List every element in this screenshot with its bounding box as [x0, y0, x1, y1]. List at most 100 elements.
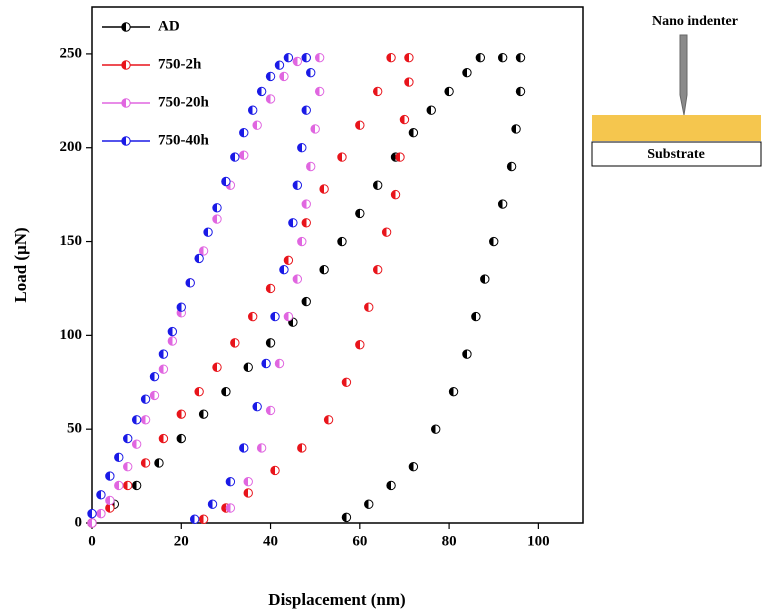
- data-point: [355, 208, 365, 219]
- data-point: [230, 152, 240, 162]
- data-point: [140, 458, 151, 468]
- data-point: [301, 199, 311, 209]
- data-point: [297, 236, 307, 247]
- data-point: [185, 278, 195, 288]
- data-point: [314, 86, 325, 97]
- data-point: [158, 364, 169, 374]
- data-point: [105, 495, 115, 506]
- data-point: [319, 184, 329, 194]
- data-point: [189, 514, 200, 524]
- data-point: [301, 52, 311, 63]
- data-point: [265, 71, 276, 82]
- data-point: [314, 52, 325, 63]
- y-tick-label: 50: [67, 421, 82, 437]
- data-point: [431, 424, 441, 434]
- x-tick-label: 0: [88, 533, 96, 549]
- legend-marker: [121, 98, 131, 108]
- data-point: [256, 443, 267, 453]
- data-point: [252, 120, 262, 130]
- data-point: [243, 477, 253, 487]
- y-tick-label: 200: [60, 139, 83, 155]
- data-point: [198, 409, 209, 419]
- data-point: [364, 499, 374, 509]
- data-point: [123, 433, 133, 444]
- data-point: [283, 255, 294, 266]
- data-point: [381, 227, 392, 237]
- data-point: [306, 67, 316, 78]
- data-point: [297, 443, 307, 453]
- data-point: [131, 480, 142, 491]
- data-point: [176, 302, 186, 312]
- data-point: [114, 452, 124, 463]
- data-point: [230, 338, 240, 348]
- data-point: [426, 105, 436, 115]
- data-point: [131, 415, 142, 425]
- data-point: [247, 311, 258, 322]
- data-point: [341, 377, 352, 387]
- data-point: [225, 503, 236, 513]
- data-point: [448, 386, 459, 397]
- data-point: [337, 152, 347, 162]
- data-point: [194, 253, 204, 264]
- data-point: [154, 458, 164, 468]
- data-point: [167, 336, 178, 346]
- data-point: [256, 86, 267, 97]
- data-point: [198, 514, 209, 524]
- data-point: [292, 274, 303, 284]
- x-tick-label: 60: [352, 533, 367, 549]
- data-point: [207, 499, 218, 509]
- data-point: [87, 518, 97, 528]
- data-point: [265, 405, 276, 416]
- data-point: [140, 415, 151, 425]
- legend-label: AD: [158, 18, 180, 34]
- data-point: [123, 462, 133, 472]
- data-point: [497, 199, 508, 209]
- data-point: [274, 60, 285, 70]
- data-point: [212, 203, 222, 213]
- x-tick-label: 80: [442, 533, 457, 549]
- data-point: [292, 56, 303, 67]
- data-point: [404, 77, 414, 87]
- data-point: [203, 227, 213, 237]
- data-point: [212, 214, 222, 224]
- data-point: [123, 480, 133, 491]
- data-point: [462, 67, 472, 78]
- data-point: [239, 150, 249, 160]
- indenter-tip: [679, 34, 688, 116]
- legend-marker: [121, 60, 131, 70]
- data-point: [243, 362, 253, 372]
- data-point: [506, 161, 517, 172]
- data-point: [301, 296, 311, 307]
- data-point: [399, 114, 410, 125]
- y-tick-label: 100: [60, 327, 83, 343]
- data-point: [319, 264, 329, 275]
- data-point: [149, 371, 160, 382]
- data-point: [471, 311, 481, 322]
- data-point: [386, 480, 396, 491]
- data-point: [323, 415, 334, 425]
- data-point: [297, 143, 307, 153]
- legend-label: 750-2h: [158, 56, 202, 72]
- data-point: [301, 218, 311, 228]
- data-point: [288, 218, 298, 228]
- data-point: [475, 52, 486, 63]
- data-point: [292, 180, 303, 190]
- data-point: [194, 386, 204, 397]
- data-point: [395, 152, 405, 162]
- data-point: [337, 236, 347, 247]
- data-point: [239, 128, 249, 138]
- data-point: [364, 302, 374, 312]
- plot-frame: [91, 6, 584, 524]
- data-point: [306, 161, 316, 172]
- legend-marker: [121, 136, 131, 146]
- data-point: [140, 394, 151, 404]
- data-point: [149, 390, 160, 401]
- data-point: [341, 512, 352, 523]
- data-point: [114, 480, 124, 491]
- indenter-label: Nano indenter: [652, 14, 738, 29]
- data-point: [265, 283, 276, 294]
- data-point: [386, 52, 396, 63]
- data-point: [221, 176, 231, 187]
- data-point: [310, 124, 320, 134]
